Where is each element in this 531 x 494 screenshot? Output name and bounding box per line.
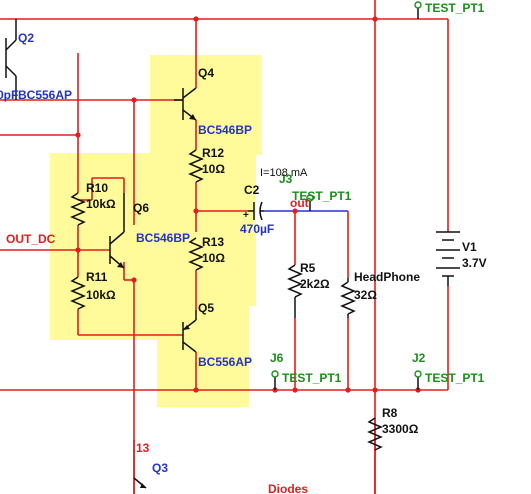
j3-ref: J3 (279, 172, 293, 186)
q4-model: BC546BP (198, 123, 252, 137)
j2-ref: J2 (412, 351, 426, 365)
highlight-regions (50, 55, 262, 407)
resistor-r5: R5 2k2Ω (287, 261, 330, 318)
q4-ref: Q4 (198, 66, 214, 80)
v1-value: 3.7V (462, 256, 487, 270)
highlight-r12-r13 (162, 140, 256, 306)
r8-ref: R8 (382, 406, 398, 420)
j6-label: TEST_PT1 (282, 371, 342, 385)
q5-model: BC556AP (198, 355, 252, 369)
resistor-r10: R10 10kΩ (70, 181, 116, 226)
transistor-q3: Q3 (133, 461, 168, 489)
highlight-q4 (150, 55, 262, 155)
r10-value: 10kΩ (86, 197, 116, 211)
headphone-ref: HeadPhone (354, 270, 420, 284)
j3-label: TEST_PT1 (292, 189, 352, 203)
transistor-q5: Q5 BC556AP (182, 301, 252, 369)
top-test-point-label: TEST_PT1 (425, 1, 485, 15)
r13-ref: R13 (202, 235, 224, 249)
q5-ref: Q5 (198, 301, 214, 315)
r12-ref: R12 (202, 146, 224, 160)
c2-polarity: + (243, 210, 249, 221)
r11-value: 10kΩ (86, 288, 116, 302)
r11-ref: R11 (86, 270, 108, 284)
q6-ref: Q6 (133, 201, 149, 215)
capacitor-c2: C2 + 470µF (240, 183, 274, 236)
q6-model: BC546BP (136, 231, 190, 245)
resistor-r12: R12 10Ω (188, 146, 225, 183)
j2-label: TEST_PT1 (425, 371, 485, 385)
resistor-r11: R11 10kΩ (70, 270, 116, 310)
r10-ref: R10 (86, 181, 108, 195)
q2-cut-label: 0pF (0, 88, 18, 102)
test-point-j2: J2 TEST_PT1 (412, 351, 485, 390)
resistor-headphone: HeadPhone 32Ω (340, 270, 420, 318)
c2-value: 470µF (240, 222, 274, 236)
highlight-q5 (157, 283, 249, 407)
net-diodes: Diodes (268, 482, 308, 494)
net-out-dc: OUT_DC (6, 232, 56, 246)
transistor-q4: Q4 BC546BP (174, 66, 252, 137)
q3-ref: Q3 (152, 461, 168, 475)
source-v1: V1 3.7V (436, 231, 487, 286)
r12-value: 10Ω (202, 162, 225, 176)
headphone-value: 32Ω (354, 288, 377, 302)
resistor-r13: R13 10Ω (188, 235, 225, 271)
q2-ref: Q2 (18, 31, 34, 45)
transistor-q6: Q6 BC546BP (109, 193, 190, 269)
v1-ref: V1 (462, 240, 477, 254)
highlight-q6 (50, 153, 162, 340)
r13-value: 10Ω (202, 251, 225, 265)
test-point-top: TEST_PT1 (414, 1, 485, 19)
resistor-r8: R8 3300Ω (367, 406, 419, 451)
transistor-q2: Q2 BC556AP 0pF (0, 19, 72, 102)
net-out: out (290, 196, 309, 210)
net-13: 13 (136, 441, 150, 455)
q2-model: BC556AP (18, 88, 72, 102)
r5-ref: R5 (300, 261, 316, 275)
test-point-j3: J3 TEST_PT1 (279, 172, 352, 211)
j6-ref: J6 (270, 351, 284, 365)
r8-value: 3300Ω (382, 422, 419, 436)
current-probe-label: I=108 mA (260, 167, 308, 179)
test-point-j6: J6 TEST_PT1 (270, 351, 342, 390)
c2-ref: C2 (244, 183, 260, 197)
r5-value: 2k2Ω (300, 277, 330, 291)
